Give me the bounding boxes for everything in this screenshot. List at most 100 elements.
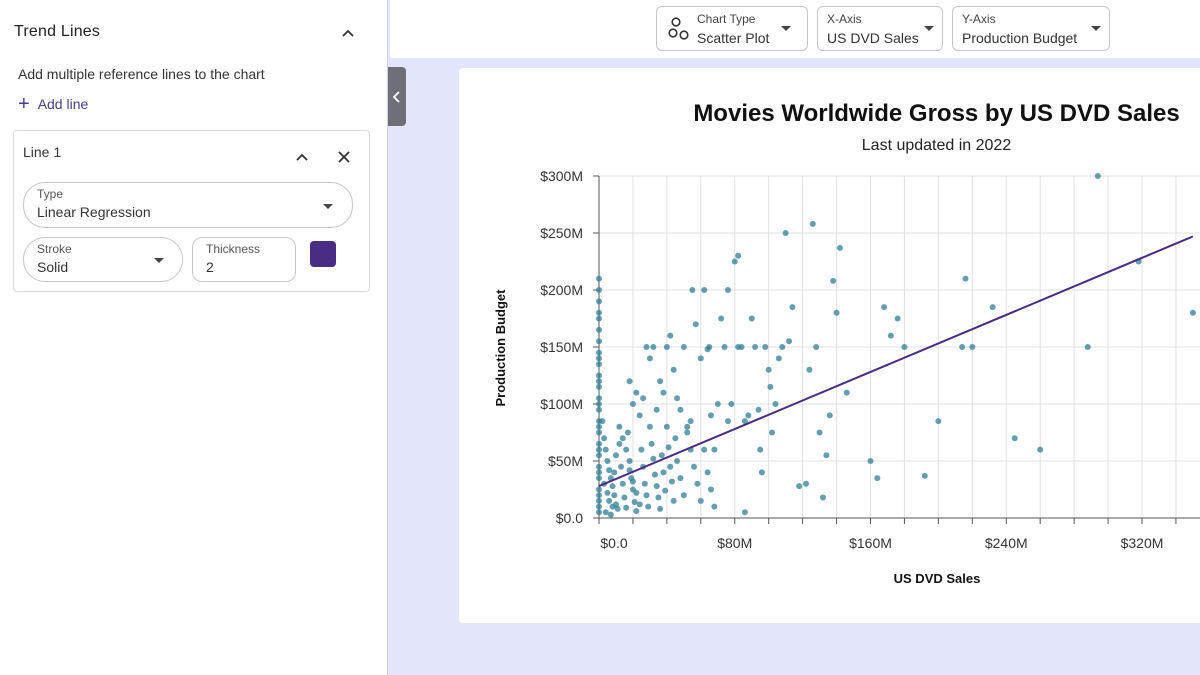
y-tick-label: $100M <box>540 396 583 412</box>
close-icon <box>338 151 350 163</box>
data-point <box>718 315 725 322</box>
data-point <box>633 508 640 515</box>
data-point <box>596 446 602 453</box>
data-point <box>596 275 602 282</box>
data-point <box>619 435 626 442</box>
collapse-line-button[interactable] <box>292 147 312 167</box>
data-point <box>762 344 769 350</box>
data-point <box>636 501 643 508</box>
chevron-up-icon <box>342 29 354 37</box>
panel-description: Add multiple reference lines to the char… <box>18 66 265 82</box>
y-axis-dropdown[interactable]: Y-Axis Production Budget <box>952 6 1110 51</box>
data-point <box>757 446 764 453</box>
data-point <box>809 220 816 227</box>
data-point <box>806 366 813 373</box>
data-point <box>724 287 731 293</box>
data-point <box>596 440 602 447</box>
data-point <box>607 511 614 518</box>
remove-line-button[interactable] <box>334 147 354 167</box>
data-point <box>874 475 881 482</box>
line-type-select[interactable]: Type Linear Regression <box>23 182 353 228</box>
chart-title: Movies Worldwide Gross by US DVD Sales <box>693 100 1180 127</box>
y-tick-label: $50M <box>548 453 583 469</box>
data-point <box>631 499 638 506</box>
data-point <box>596 429 602 436</box>
collapse-panel-button[interactable] <box>337 22 359 44</box>
chart-type-dropdown[interactable]: Chart Type Scatter Plot <box>656 6 808 51</box>
y-axis-label: Y-Axis <box>962 12 996 26</box>
data-point <box>836 244 843 251</box>
add-line-button[interactable]: + Add line <box>18 94 88 114</box>
caret-down-icon <box>781 26 791 31</box>
data-point <box>701 446 708 453</box>
data-point <box>767 383 774 390</box>
data-point <box>687 418 694 425</box>
line-type-label: Type <box>37 187 64 201</box>
data-point <box>765 366 772 373</box>
data-point <box>633 489 640 496</box>
data-point <box>959 344 966 350</box>
x-axis-title: US DVD Sales <box>894 571 981 586</box>
data-point <box>692 321 699 328</box>
data-point <box>651 471 658 478</box>
data-point <box>650 455 657 462</box>
data-point <box>711 503 718 510</box>
data-point <box>633 389 640 396</box>
data-point <box>674 458 681 464</box>
x-tick-label: $80M <box>717 535 752 551</box>
data-point <box>609 503 616 510</box>
data-point <box>643 344 650 350</box>
data-point <box>596 349 602 356</box>
data-point <box>755 406 762 413</box>
data-point <box>962 275 969 282</box>
line-color-swatch[interactable] <box>310 241 336 267</box>
data-point <box>660 389 667 396</box>
data-point <box>606 497 613 504</box>
y-tick-label: $0.0 <box>556 510 583 526</box>
data-point <box>596 298 602 305</box>
data-point <box>714 401 721 407</box>
data-point <box>602 509 609 516</box>
thickness-input[interactable]: Thickness 2 <box>192 237 296 282</box>
data-point <box>786 338 793 345</box>
caret-down-icon <box>924 26 934 31</box>
data-point <box>803 480 810 487</box>
data-point <box>650 344 657 350</box>
data-point <box>707 486 714 493</box>
data-point <box>596 423 602 430</box>
data-point <box>614 505 621 512</box>
data-point <box>596 309 602 316</box>
data-point <box>741 509 748 516</box>
data-point <box>657 505 664 512</box>
data-point <box>619 480 626 487</box>
data-point <box>782 230 789 236</box>
data-point <box>612 452 619 459</box>
data-point <box>596 509 602 516</box>
data-point <box>887 332 894 339</box>
data-point <box>646 355 653 362</box>
data-point <box>796 483 803 490</box>
data-point <box>707 412 714 419</box>
panel-title: Trend Lines <box>14 23 101 40</box>
x-axis-label: X-Axis <box>827 12 862 26</box>
data-point <box>596 492 602 499</box>
stroke-select[interactable]: Stroke Solid <box>23 237 183 282</box>
data-point <box>1011 435 1018 442</box>
x-tick-label: $0.0 <box>600 535 627 551</box>
toggle-panel-button[interactable] <box>388 67 406 126</box>
data-point <box>596 326 602 333</box>
data-point <box>643 492 650 499</box>
x-axis-dropdown[interactable]: X-Axis US DVD Sales <box>817 6 943 51</box>
data-point <box>601 435 608 442</box>
y-tick-label: $250M <box>540 225 583 241</box>
data-point <box>596 469 602 476</box>
data-point <box>638 446 645 453</box>
scatter-chart: $0.0 $50M $100M $150M $200M $250M $300M $0.0 $80… <box>493 168 1200 586</box>
data-point <box>674 395 681 402</box>
data-point <box>1037 446 1044 453</box>
data-point <box>596 486 602 493</box>
data-point <box>646 423 653 430</box>
data-point <box>596 475 602 482</box>
data-point <box>596 395 602 402</box>
y-tick-label: $200M <box>540 282 583 298</box>
